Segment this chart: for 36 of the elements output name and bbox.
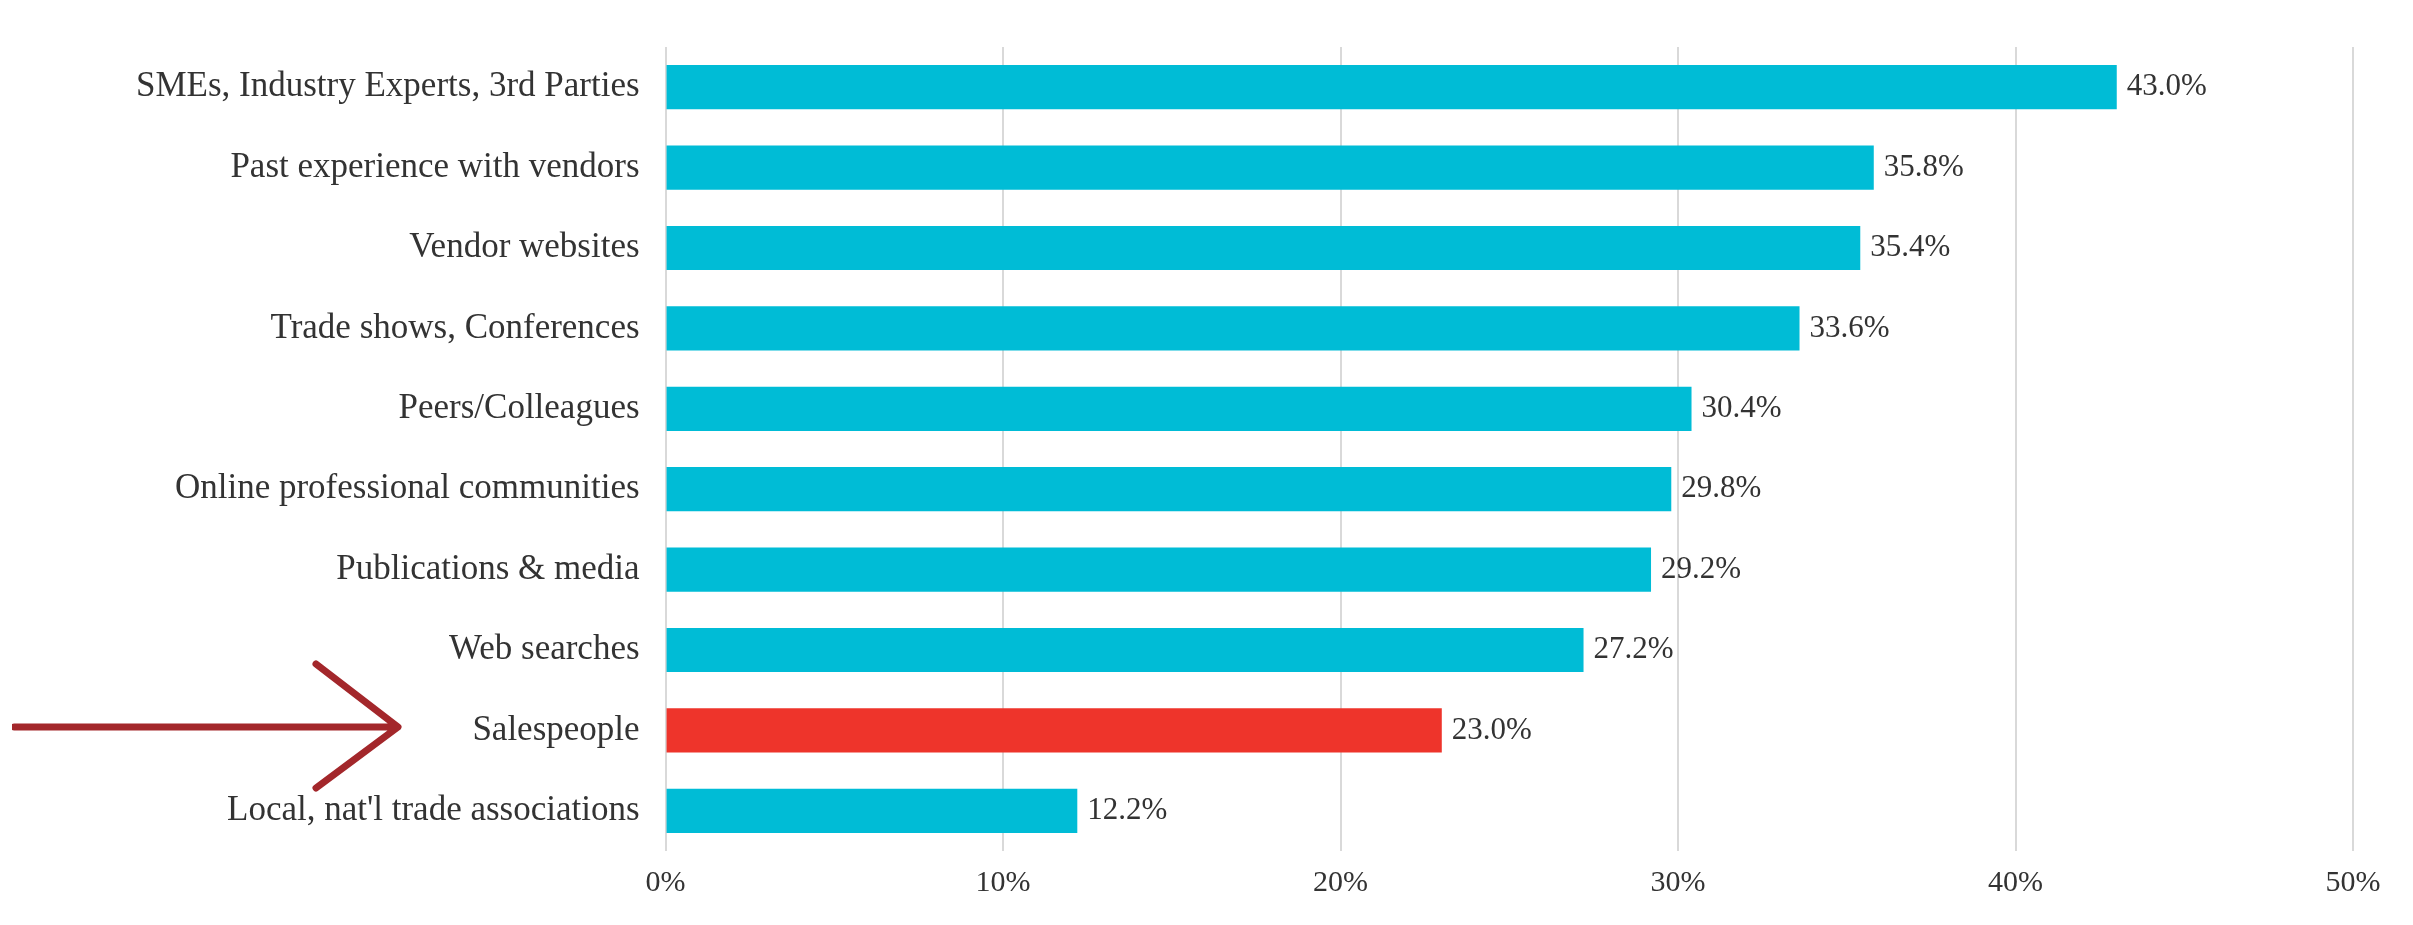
bar [666, 547, 1652, 592]
bar [666, 386, 1692, 431]
bar [666, 306, 1800, 351]
bar [666, 225, 1861, 271]
bar [666, 145, 1874, 190]
y-tick-label: Web searches [449, 628, 640, 668]
y-tick-label: Salespeople [472, 708, 640, 748]
y-tick-label: Vendor websites [409, 226, 640, 266]
x-tick-label: 10% [975, 863, 1031, 897]
data-label: 23.0% [1451, 710, 1532, 746]
y-tick-label: Past experience with vendors [230, 145, 640, 185]
bar [666, 708, 1442, 753]
bar [666, 65, 2117, 110]
y-tick-label: Peers/Colleagues [398, 386, 640, 426]
data-label: 35.8% [1883, 147, 1964, 183]
x-tick-label: 40% [1988, 863, 2044, 897]
x-tick-label: 30% [1650, 863, 1706, 897]
data-label: 33.6% [1809, 308, 1890, 344]
data-label: 29.8% [1681, 469, 1762, 505]
data-label: 27.2% [1593, 630, 1674, 666]
y-tick-label: Local, nat'l trade associations [227, 788, 640, 828]
x-tick-label: 0% [645, 863, 686, 897]
data-label: 30.4% [1701, 388, 1782, 424]
bar [666, 627, 1584, 673]
y-tick-label: Trade shows, Conferences [270, 306, 640, 346]
y-tick-label: SMEs, Industry Experts, 3rd Parties [135, 65, 640, 105]
bar [666, 788, 1078, 833]
data-label: 29.2% [1661, 549, 1742, 585]
data-label: 12.2% [1087, 790, 1168, 826]
data-label: 43.0% [2126, 67, 2207, 103]
bar [666, 467, 1672, 512]
y-tick-label: Publications & media [336, 547, 641, 587]
y-tick-label: Online professional communities [174, 467, 640, 507]
x-tick-label: 50% [2325, 863, 2381, 897]
x-tick-label: 20% [1313, 863, 1369, 897]
data-label: 35.4% [1870, 228, 1951, 264]
